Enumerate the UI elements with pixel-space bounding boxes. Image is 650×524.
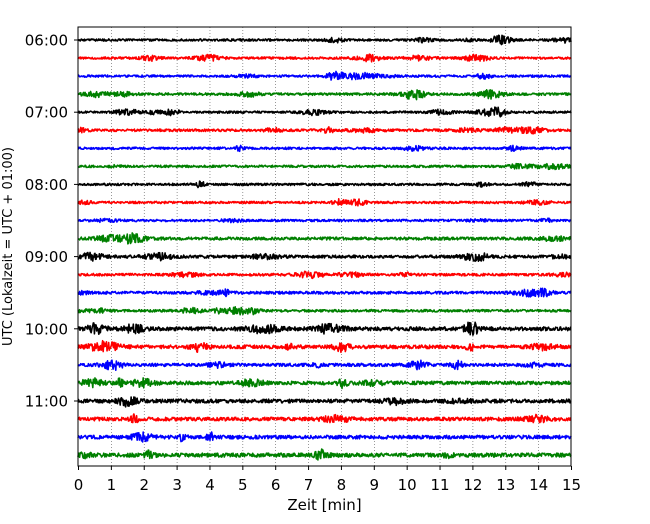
x-axis-ticks: 0 1 2 3 4 5 6 7 8 9 10 11 12 13 14 15 [74, 466, 581, 494]
y-tick-label: 07:00 [25, 104, 68, 122]
x-tick-label: 4 [205, 476, 215, 494]
trace-0830 [77, 217, 572, 224]
seismic-traces [77, 34, 572, 461]
trace-0800 [77, 180, 572, 189]
grid-lines [111, 27, 539, 466]
trace-0600 [77, 34, 572, 46]
trace-0615 [77, 53, 572, 63]
y-axis-label: UTC (Lokalzeit = UTC + 01:00) [1, 147, 16, 346]
x-tick-label: 15 [562, 476, 581, 494]
x-tick-label: 5 [238, 476, 248, 494]
trace-0645 [77, 88, 572, 101]
trace-0700 [77, 106, 572, 118]
trace-0715 [77, 125, 572, 135]
x-tick-label: 6 [271, 476, 281, 494]
y-axis-ticks: 06:00 07:00 08:00 09:00 10:00 11:00 [25, 32, 78, 411]
y-tick-label: 08:00 [25, 176, 68, 194]
y-tick-label: 06:00 [25, 32, 68, 50]
trace-0930 [77, 287, 572, 298]
trace-0630 [77, 70, 572, 81]
y-tick-label: 10:00 [25, 320, 68, 338]
trace-0815 [77, 198, 572, 207]
trace-1015 [77, 339, 572, 354]
x-tick-label: 1 [107, 476, 117, 494]
x-tick-label: 0 [74, 476, 84, 494]
trace-1130 [77, 431, 572, 443]
y-tick-label: 11:00 [25, 393, 68, 411]
trace-0900 [77, 251, 572, 263]
x-tick-label: 13 [496, 476, 515, 494]
x-tick-label: 7 [304, 476, 314, 494]
x-tick-label: 3 [172, 476, 182, 494]
x-tick-label: 12 [463, 476, 482, 494]
x-axis-label: Zeit [min] [287, 496, 361, 514]
trace-0730 [77, 144, 572, 153]
plot-frame [77, 26, 572, 467]
trace-1030 [77, 359, 572, 372]
trace-1045 [77, 377, 572, 390]
x-tick-label: 9 [370, 476, 380, 494]
trace-0745 [77, 162, 572, 171]
x-tick-label: 8 [337, 476, 347, 494]
trace-0845 [77, 232, 572, 245]
trace-1100 [77, 396, 572, 408]
y-tick-label: 09:00 [25, 248, 68, 266]
x-tick-label: 2 [139, 476, 149, 494]
x-tick-label: 14 [529, 476, 548, 494]
x-tick-label: 11 [430, 476, 449, 494]
trace-1115 [77, 413, 572, 424]
trace-1145 [77, 448, 572, 461]
trace-0915 [77, 270, 572, 280]
trace-0945 [77, 306, 572, 316]
x-tick-label: 10 [398, 476, 417, 494]
trace-1000 [77, 321, 572, 336]
